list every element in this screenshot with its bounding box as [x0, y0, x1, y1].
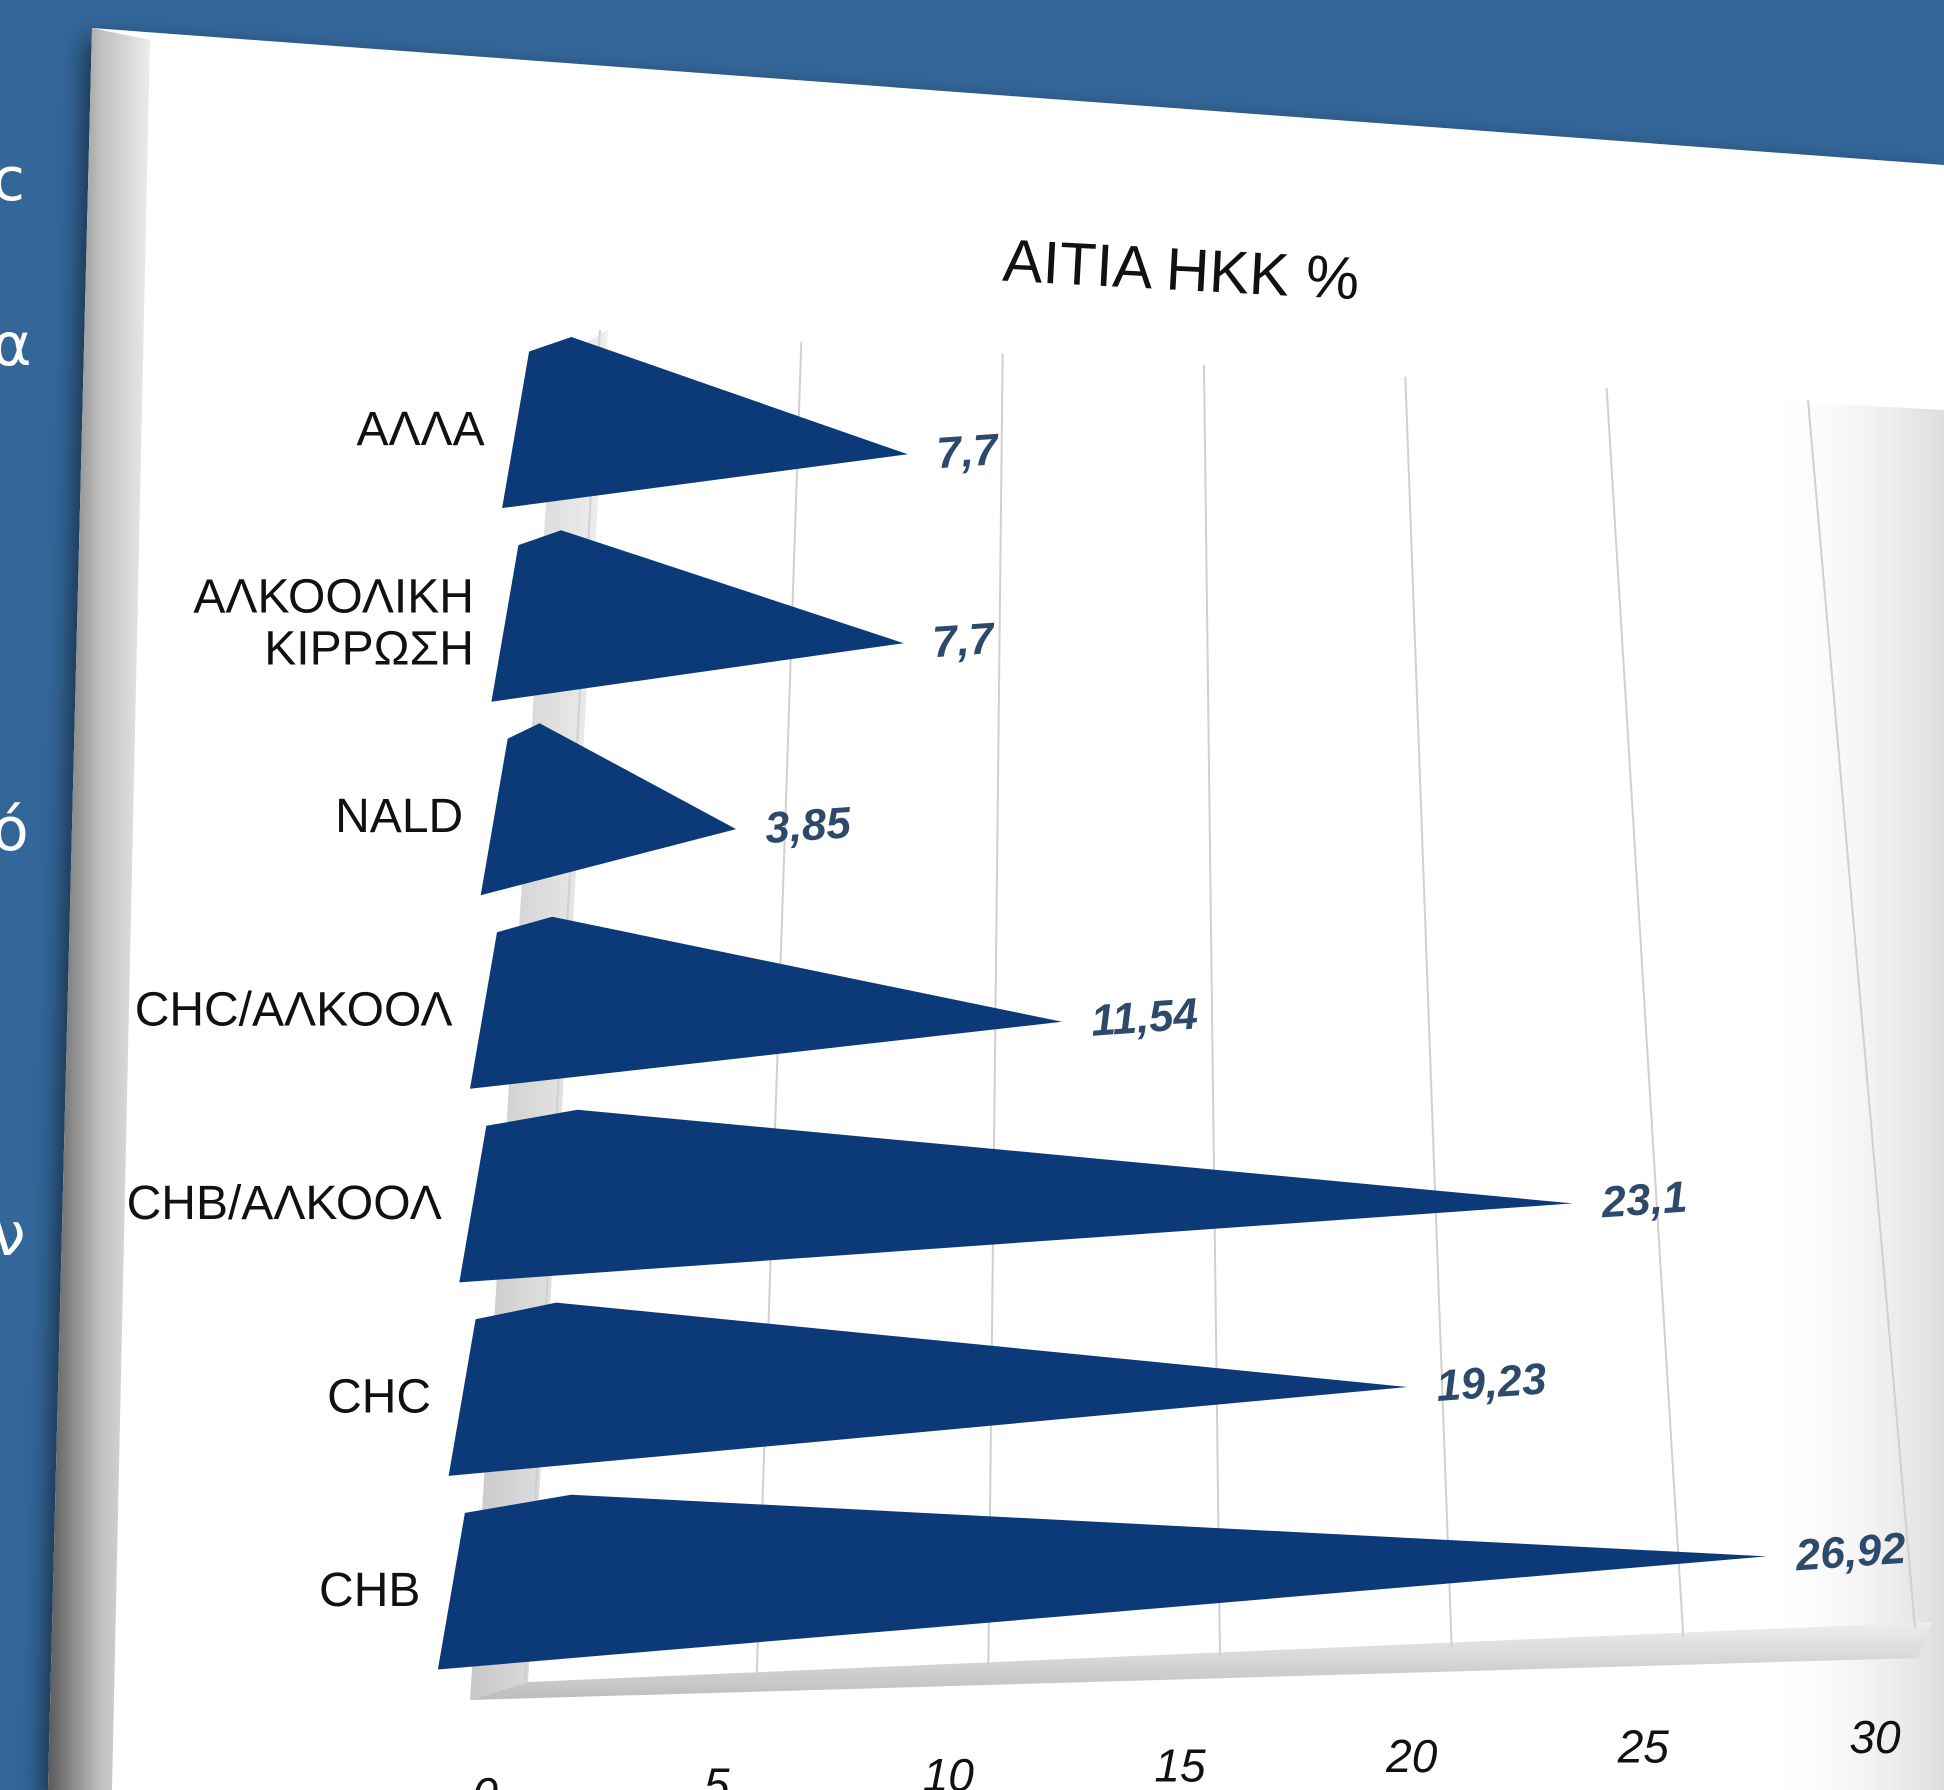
bar-item	[491, 530, 904, 702]
cut-off-text-2: α	[0, 310, 32, 380]
category-labels: CHB CHC CHB/ΑΛΚΟΟΛ CHC/ΑΛΚΟΟΛ NALD ΑΛΚΟΟΛΙΚΗ Κ…	[127, 403, 485, 1617]
x-tick-label-4: 20	[1385, 1730, 1438, 1782]
gridline-5	[1605, 388, 1685, 1638]
bars: 26,92 19,23 23,1 11,54 3,85 7,7 7,7	[437, 337, 1908, 1670]
card-right-shading	[1760, 400, 1944, 1790]
x-tick-label-6: 30	[1849, 1711, 1901, 1763]
bar-item	[502, 337, 908, 509]
card-left-bevel	[48, 28, 150, 1790]
value-label-nald: 3,85	[763, 798, 852, 853]
x-axis: 0 5 10 15 20 25 30	[472, 1711, 1901, 1790]
bar-chc	[470, 916, 1063, 1089]
cut-off-text-4: ν	[0, 1200, 26, 1270]
bar-chc	[448, 1302, 1408, 1476]
x-tick-label-5: 25	[1617, 1721, 1670, 1773]
category-label-chb-0: CHB	[319, 1564, 420, 1617]
gridline-4	[1404, 376, 1453, 1648]
category-label-chb-2: CHB/ΑΛΚΟΟΛ	[127, 1177, 442, 1230]
x-tick-label-3: 15	[1154, 1740, 1206, 1790]
gridline-3	[1203, 364, 1221, 1657]
value-label-chb: 26,92	[1793, 1524, 1908, 1581]
cut-off-text-3: ό	[0, 795, 29, 865]
category-label-chc-3: CHC/ΑΛΚΟΟΛ	[135, 984, 453, 1037]
value-label-chb: 23,1	[1599, 1173, 1689, 1228]
category-label-item-5: ΑΛΚΟΟΛΙΚΗ ΚΙΡΡΩΣΗ	[193, 570, 474, 675]
bar-chb	[437, 1494, 1767, 1670]
x-tick-label-1: 5	[704, 1759, 730, 1790]
gridline-6	[1807, 399, 1916, 1629]
x-tick-label-2: 10	[923, 1749, 975, 1790]
bar-chb	[459, 1109, 1573, 1283]
category-label-item-6: ΑΛΛΑ	[356, 403, 484, 456]
x-tick-label-0: 0	[472, 1768, 498, 1790]
bar-nald	[480, 723, 737, 896]
category-label-chc-1: CHC	[327, 1371, 431, 1424]
plot-floor	[470, 1622, 1932, 1700]
value-label-item: 7,7	[935, 425, 1002, 478]
value-label-chc: 11,54	[1089, 989, 1199, 1045]
value-label-chc: 19,23	[1435, 1354, 1548, 1411]
category-label-nald-4: NALD	[335, 790, 463, 843]
value-label-item: 7,7	[931, 614, 998, 667]
cut-off-text-1: c	[0, 145, 25, 215]
